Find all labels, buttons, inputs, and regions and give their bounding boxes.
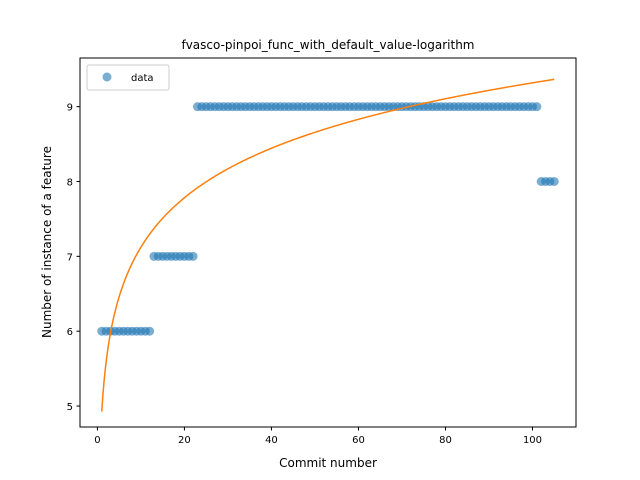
data-point — [532, 102, 542, 112]
x-tick-label: 100 — [523, 435, 542, 446]
legend-box — [86, 64, 170, 91]
fit-line — [101, 78, 555, 412]
x-axis-title: Commit number — [279, 456, 377, 470]
plot-frame — [79, 57, 577, 428]
y-tick-label: 6 — [67, 327, 73, 338]
x-tick-label: 0 — [94, 435, 100, 446]
y-tick-label: 7 — [67, 252, 73, 263]
data-point — [145, 326, 155, 336]
data-point — [188, 251, 198, 261]
y-axis-title: Number of instance of a feature — [40, 146, 54, 338]
legend-label-data: data — [131, 73, 154, 84]
y-tick-label: 8 — [67, 177, 73, 188]
y-tick-label: 5 — [67, 402, 73, 413]
y-axis-ticks: 5 6 7 8 9 — [67, 103, 80, 413]
x-tick-label: 80 — [439, 435, 452, 446]
legend: data — [86, 64, 170, 91]
x-tick-label: 20 — [178, 435, 191, 446]
chart-title: fvasco-pinpoi_func_with_default_value-lo… — [181, 38, 474, 52]
plot-layer — [97, 78, 559, 412]
x-tick-label: 40 — [265, 435, 278, 446]
x-axis-ticks: 0 20 40 60 80 100 — [94, 427, 542, 446]
data-point — [549, 177, 559, 186]
y-tick-label: 9 — [67, 103, 73, 114]
x-tick-label: 60 — [352, 435, 365, 446]
legend-marker-data — [102, 72, 112, 82]
